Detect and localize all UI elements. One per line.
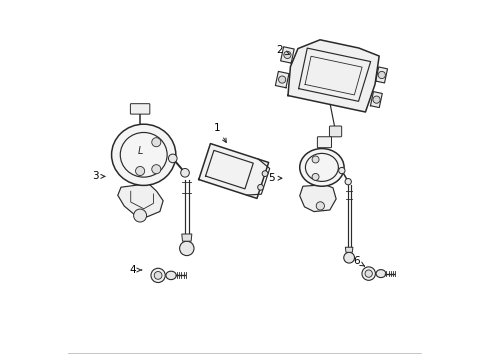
- Circle shape: [181, 168, 189, 177]
- Ellipse shape: [299, 149, 344, 186]
- Circle shape: [283, 51, 290, 59]
- Text: 1: 1: [214, 123, 226, 143]
- Circle shape: [151, 165, 161, 174]
- Ellipse shape: [375, 270, 385, 278]
- Polygon shape: [370, 92, 382, 108]
- Circle shape: [257, 184, 263, 190]
- Circle shape: [372, 96, 379, 103]
- Circle shape: [278, 76, 285, 83]
- Circle shape: [311, 156, 318, 163]
- Ellipse shape: [111, 124, 176, 185]
- Circle shape: [168, 154, 177, 163]
- FancyBboxPatch shape: [130, 104, 149, 114]
- Polygon shape: [275, 71, 288, 88]
- Circle shape: [133, 209, 146, 222]
- Ellipse shape: [165, 271, 176, 280]
- Text: 3: 3: [92, 171, 104, 181]
- Circle shape: [151, 268, 165, 283]
- Circle shape: [377, 71, 385, 78]
- FancyBboxPatch shape: [317, 137, 331, 148]
- Polygon shape: [118, 184, 163, 217]
- Circle shape: [151, 138, 161, 147]
- Circle shape: [311, 174, 318, 180]
- Circle shape: [338, 167, 345, 174]
- Polygon shape: [375, 67, 386, 83]
- Circle shape: [361, 267, 375, 280]
- Text: 2: 2: [276, 45, 289, 55]
- Circle shape: [345, 179, 351, 185]
- Circle shape: [343, 252, 354, 263]
- FancyBboxPatch shape: [329, 126, 341, 137]
- Circle shape: [179, 241, 194, 256]
- Polygon shape: [345, 247, 352, 252]
- Circle shape: [262, 171, 267, 176]
- Text: 5: 5: [267, 173, 281, 183]
- Polygon shape: [287, 40, 378, 112]
- Polygon shape: [299, 185, 335, 212]
- Circle shape: [316, 202, 324, 210]
- Circle shape: [154, 271, 162, 279]
- Polygon shape: [198, 144, 268, 198]
- Polygon shape: [280, 47, 294, 63]
- Circle shape: [135, 166, 144, 176]
- Polygon shape: [182, 234, 191, 241]
- Text: L: L: [137, 146, 142, 156]
- Text: 6: 6: [352, 256, 364, 266]
- Circle shape: [364, 270, 371, 277]
- Text: 4: 4: [129, 265, 142, 275]
